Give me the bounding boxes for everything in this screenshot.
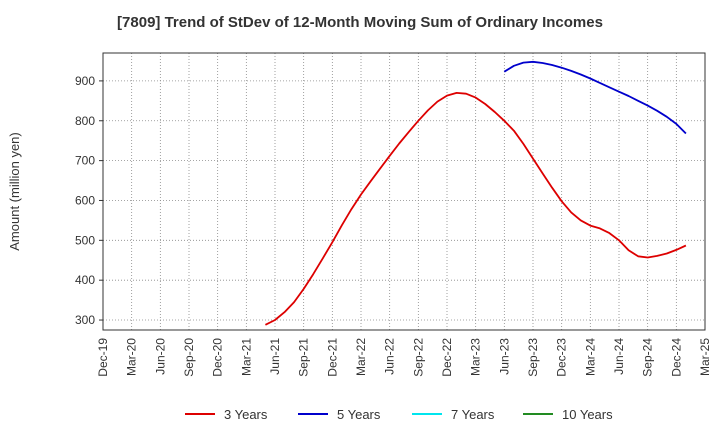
legend-item: 5 Years [298, 407, 381, 422]
x-tick-label: Dec-24 [669, 338, 683, 377]
x-tick-label: Sep-24 [641, 338, 655, 377]
legend: 3 Years 5 Years 7 Years 10 Years [185, 407, 613, 422]
plot-frame [102, 52, 706, 331]
x-tick-label: Jun-22 [383, 338, 397, 375]
y-tick-label: 800 [75, 114, 95, 128]
y-axis-label: Amount (million yen) [7, 132, 22, 251]
x-tick-label: Dec-19 [96, 338, 110, 377]
x-tick-label: Dec-22 [440, 338, 454, 377]
chart-title: [7809] Trend of StDev of 12-Month Moving… [117, 14, 603, 31]
x-tick-label: Sep-21 [297, 338, 311, 377]
x-tick-label: Sep-22 [411, 338, 425, 377]
x-tick-label: Sep-23 [526, 338, 540, 377]
x-tick-label: Mar-21 [239, 338, 253, 376]
y-axis: 300 400 500 600 700 800 900 [75, 74, 103, 327]
grid-layer [102, 53, 706, 330]
x-tick-label: Mar-23 [469, 338, 483, 376]
x-tick-label: Mar-24 [583, 338, 597, 376]
series-line-3-years [264, 92, 687, 326]
x-tick-label: Jun-24 [612, 338, 626, 375]
x-tick-label: Sep-20 [182, 338, 196, 377]
y-tick-label: 700 [75, 154, 95, 168]
legend-label: 3 Years [224, 407, 268, 422]
x-tick-label: Mar-20 [125, 338, 139, 376]
x-tick-label: Dec-21 [325, 338, 339, 377]
series-layer [264, 60, 687, 326]
y-tick-label: 300 [75, 313, 95, 327]
x-tick-label: Dec-20 [211, 338, 225, 377]
x-tick-label: Mar-22 [354, 338, 368, 376]
y-tick-label: 900 [75, 74, 95, 88]
y-tick-label: 600 [75, 193, 95, 207]
x-tick-label: Jun-20 [153, 338, 167, 375]
legend-item: 10 Years [523, 407, 613, 422]
legend-item: 3 Years [185, 407, 268, 422]
x-tick-label: Jun-21 [268, 338, 282, 375]
x-axis: Dec-19 Mar-20 Jun-20 Sep-20 Dec-20 Mar-21 Jun-… [96, 338, 712, 377]
y-tick-label: 400 [75, 273, 95, 287]
legend-label: 10 Years [562, 407, 613, 422]
series-line-5-years [503, 60, 687, 135]
legend-item: 7 Years [412, 407, 495, 422]
legend-label: 7 Years [451, 407, 495, 422]
y-tick-label: 500 [75, 233, 95, 247]
x-tick-label: Jun-23 [497, 338, 511, 375]
legend-label: 5 Years [337, 407, 381, 422]
x-tick-label: Mar-25 [698, 338, 712, 376]
x-tick-label: Dec-23 [555, 338, 569, 377]
